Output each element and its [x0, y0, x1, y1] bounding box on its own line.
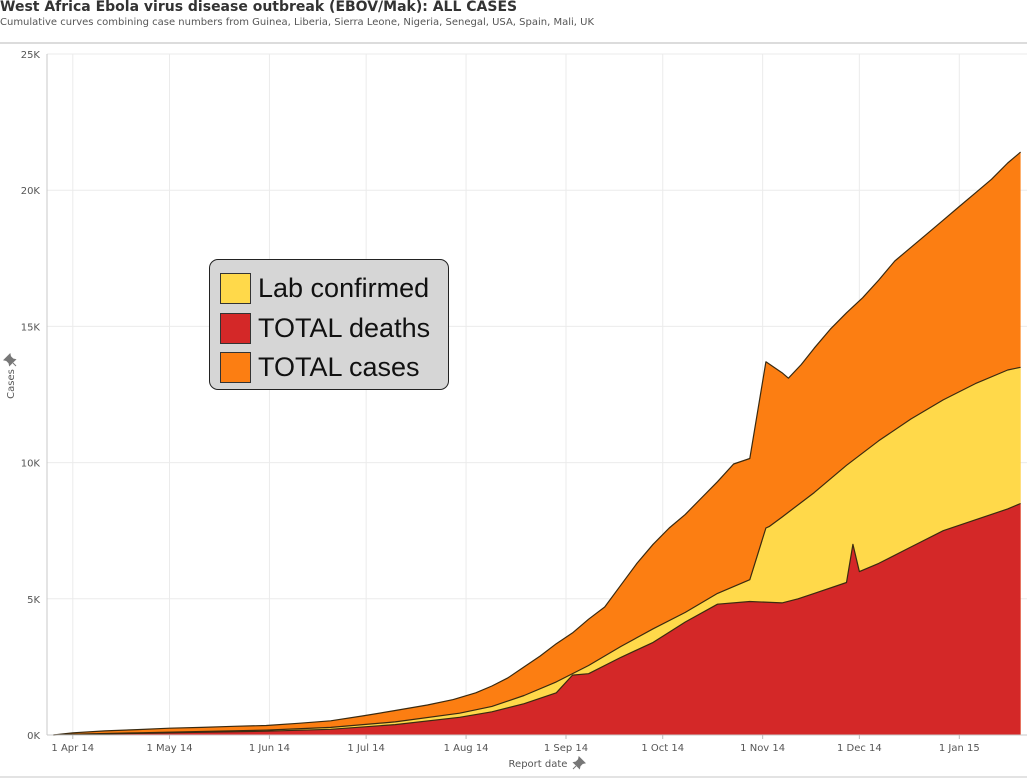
- y-tick-label: 20K: [21, 186, 41, 197]
- header-divider: [0, 42, 1027, 44]
- legend-label-total-deaths: TOTAL deaths: [258, 312, 431, 343]
- legend-item-total-cases[interactable]: TOTAL cases: [210, 348, 448, 388]
- area-layer: [53, 151, 1021, 736]
- line-total-cases: [53, 151, 1021, 736]
- area-total-deaths[interactable]: [53, 503, 1021, 736]
- legend-swatch-lab-confirmed: [220, 273, 251, 305]
- chart-legend: Lab confirmed TOTAL deaths TOTAL cases: [209, 259, 449, 390]
- legend-item-lab-confirmed[interactable]: Lab confirmed: [210, 269, 448, 309]
- legend-swatch-total-cases: [220, 352, 251, 384]
- x-tick-label: 1 Jun 14: [249, 743, 290, 754]
- tick-layer: 0K 5K 10K 15K 20K 25K 1 Apr 14 1 May 14 1 Jun 14…: [21, 50, 980, 754]
- footer-divider: [0, 776, 1027, 778]
- x-tick-label: 1 Apr 14: [51, 743, 94, 754]
- pin-icon[interactable]: [572, 755, 587, 770]
- legend-label-lab-confirmed: Lab confirmed: [258, 273, 430, 304]
- y-tick-label: 5K: [27, 595, 40, 606]
- line-total-deaths: [53, 502, 1021, 736]
- chart-subtitle: Cumulative curves combining case numbers…: [0, 17, 594, 28]
- x-axis-label: Report date: [509, 759, 568, 770]
- legend-item-total-deaths[interactable]: TOTAL deaths: [210, 309, 448, 349]
- pin-icon[interactable]: [2, 352, 17, 367]
- y-tick-label: 15K: [21, 322, 41, 333]
- line-lab-confirmed: [53, 366, 1021, 736]
- x-tick-label: 1 Oct 14: [641, 743, 684, 754]
- x-tick-label: 1 May 14: [146, 743, 192, 754]
- x-tick-label: 1 Dec 14: [837, 743, 882, 754]
- y-tick-label: 0K: [27, 731, 40, 742]
- x-tick-label: 1 Jan 15: [939, 743, 980, 754]
- x-tick-label: 1 Sep 14: [544, 743, 588, 754]
- x-tick-label: 1 Jul 14: [347, 743, 385, 754]
- x-tick-label: 1 Nov 14: [740, 743, 785, 754]
- legend-swatch-total-deaths: [220, 312, 251, 344]
- y-tick-label: 25K: [21, 50, 41, 61]
- x-tick-label: 1 Aug 14: [444, 743, 489, 754]
- y-axis-title[interactable]: Cases: [2, 352, 17, 399]
- y-axis-label: Cases: [6, 369, 17, 399]
- chart-title: West Africa Ebola virus disease outbreak…: [0, 0, 518, 15]
- x-axis-title[interactable]: Report date: [509, 755, 587, 770]
- legend-label-total-cases: TOTAL cases: [258, 352, 420, 383]
- y-tick-label: 10K: [21, 459, 41, 470]
